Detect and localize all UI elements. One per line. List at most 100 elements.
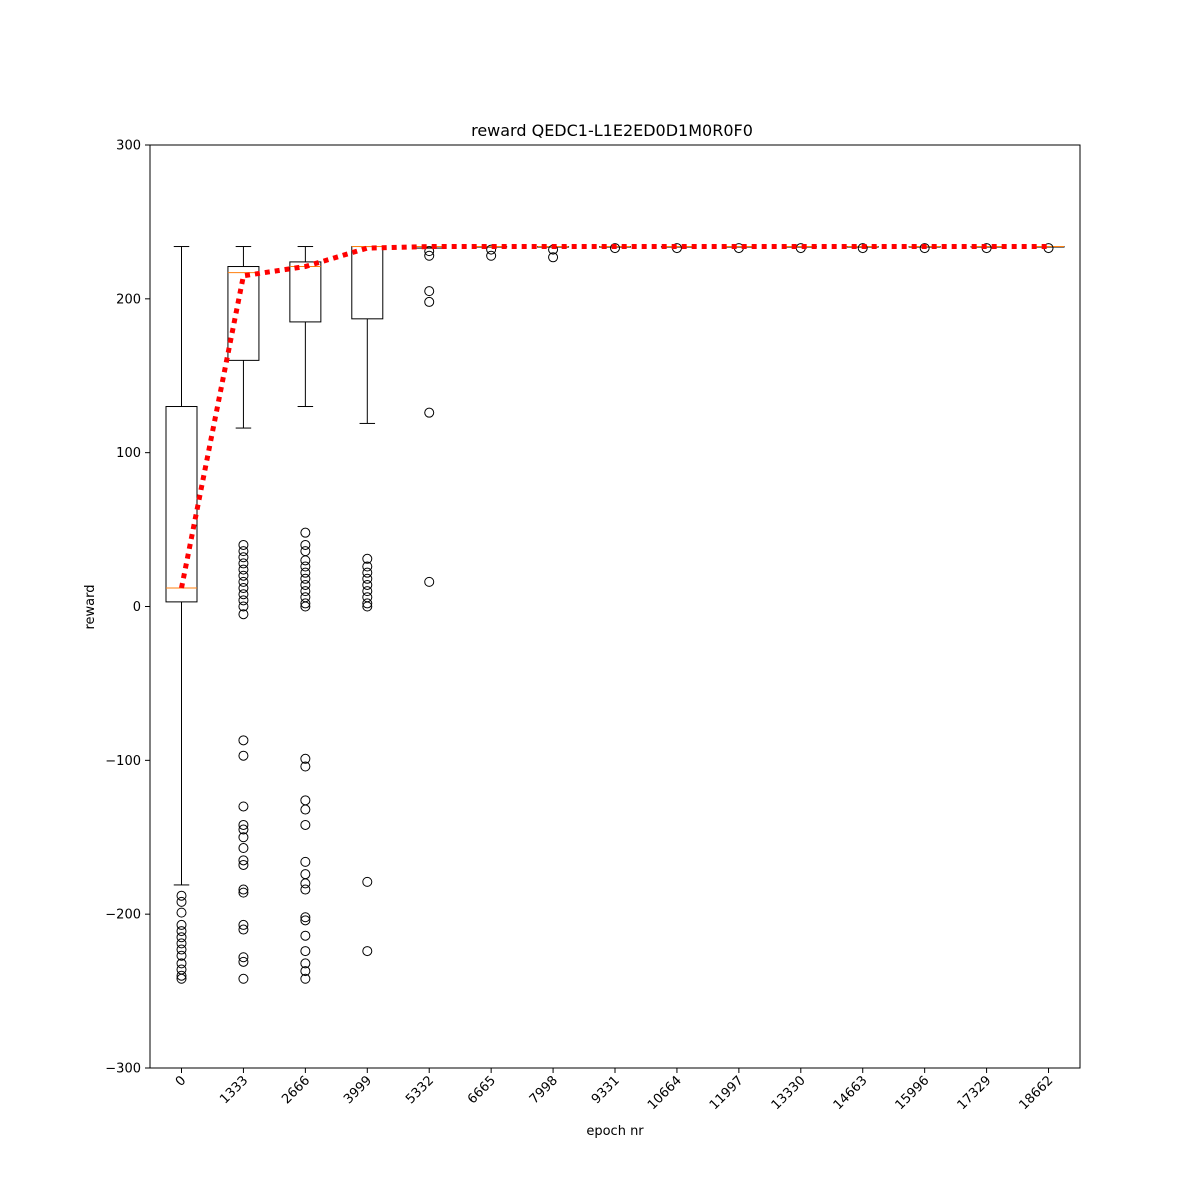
y-tick-label: −200 <box>105 908 141 923</box>
box-group-0 <box>165 246 198 984</box>
outlier-point <box>362 561 373 572</box>
y-tick-label: 0 <box>133 600 141 615</box>
outlier-point <box>362 586 373 597</box>
outlier-point <box>362 946 373 957</box>
outlier-point <box>238 855 249 866</box>
outlier-point <box>362 579 373 590</box>
outlier-point <box>362 876 373 887</box>
outlier-point <box>610 243 621 254</box>
y-axis: −300 −200 −100 0 100 200 300 <box>105 139 150 1077</box>
outlier-point <box>176 958 187 969</box>
outlier-point <box>238 924 249 935</box>
outlier-point <box>300 958 311 969</box>
outlier-point <box>300 567 311 578</box>
outlier-point <box>238 735 249 746</box>
outlier-point <box>238 919 249 930</box>
outlier-point <box>176 950 187 961</box>
outlier-point <box>300 527 311 538</box>
x-axis-label: epoch nr <box>586 1124 644 1139</box>
outlier-point <box>300 878 311 889</box>
outlier-point <box>424 407 435 418</box>
outlier-point <box>857 243 868 254</box>
outlier-point <box>300 804 311 815</box>
outlier-point <box>486 244 497 255</box>
outlier-point <box>300 753 311 764</box>
outlier-point <box>176 919 187 930</box>
outlier-point <box>238 887 249 898</box>
outlier-point <box>238 973 249 984</box>
y-tick-label: 300 <box>116 139 141 154</box>
outlier-point <box>300 598 311 609</box>
outlier-point <box>176 907 187 918</box>
y-tick-label: −300 <box>105 1062 141 1077</box>
outlier-point <box>238 589 249 600</box>
outlier-point <box>238 843 249 854</box>
y-tick-label: −100 <box>105 754 141 769</box>
outlier-point <box>300 539 311 550</box>
outlier-point <box>238 564 249 575</box>
box-group-2666 <box>289 246 322 984</box>
outlier-point <box>238 583 249 594</box>
outlier-point <box>238 750 249 761</box>
outlier-point <box>238 552 249 563</box>
outlier-point <box>238 609 249 620</box>
outlier-point <box>300 761 311 772</box>
outlier-point <box>300 561 311 572</box>
outlier-point <box>176 973 187 984</box>
outlier-point <box>300 884 311 895</box>
outlier-point <box>238 956 249 967</box>
outlier-point <box>362 598 373 609</box>
outlier-point <box>362 567 373 578</box>
outlier-point <box>300 573 311 584</box>
outlier-point <box>176 926 187 937</box>
outlier-point <box>300 966 311 977</box>
outlier-point <box>300 915 311 926</box>
outlier-point <box>176 932 187 943</box>
box <box>289 261 322 323</box>
outlier-point <box>300 601 311 612</box>
outlier-point <box>238 576 249 587</box>
y-axis-label: reward <box>83 584 98 629</box>
box <box>227 266 260 361</box>
outlier-point <box>919 243 930 254</box>
outlier-point <box>238 570 249 581</box>
outlier-point <box>424 286 435 297</box>
outlier-point <box>238 558 249 569</box>
outlier-point <box>238 595 249 606</box>
outlier-point <box>300 819 311 830</box>
y-tick-label: 200 <box>116 292 141 307</box>
outlier-point <box>424 576 435 587</box>
outlier-point <box>300 586 311 597</box>
outlier-point <box>362 553 373 564</box>
outlier-point <box>176 970 187 981</box>
outlier-point <box>238 832 249 843</box>
outlier-point <box>300 973 311 984</box>
outlier-point <box>238 859 249 870</box>
outlier-point <box>300 946 311 957</box>
box-group-3999 <box>351 246 384 957</box>
plot-area <box>165 243 1065 984</box>
outlier-point <box>362 601 373 612</box>
outlier-point <box>238 801 249 812</box>
box-group-1333 <box>227 246 260 984</box>
outlier-point <box>424 246 435 257</box>
chart-title: reward QEDC1-L1E2ED0D1M0R0F0 <box>471 121 753 140</box>
outlier-point <box>238 819 249 830</box>
outlier-point <box>238 539 249 550</box>
outlier-point <box>176 896 187 907</box>
outlier-point <box>486 250 497 261</box>
outlier-point <box>300 856 311 867</box>
outlier-point <box>176 938 187 949</box>
outlier-point <box>238 824 249 835</box>
mean-line <box>179 244 1049 589</box>
outlier-point <box>176 890 187 901</box>
y-tick-label: 100 <box>116 446 141 461</box>
outlier-point <box>300 579 311 590</box>
outlier-point <box>424 250 435 261</box>
box-group-5332 <box>413 246 446 587</box>
outlier-point <box>300 912 311 923</box>
outlier-point <box>300 930 311 941</box>
outlier-point <box>238 601 249 612</box>
